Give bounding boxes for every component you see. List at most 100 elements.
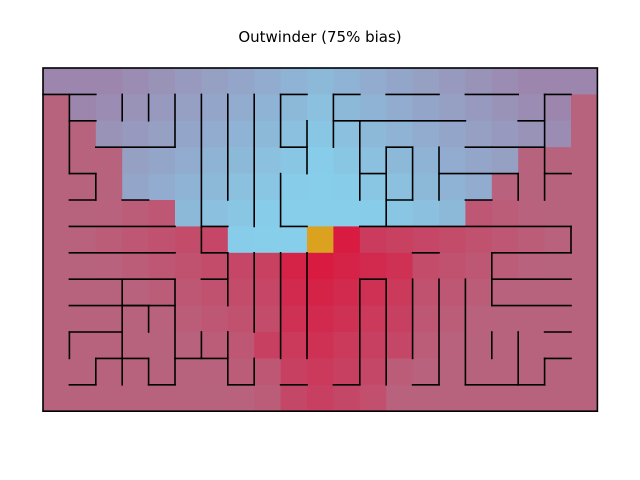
maze-cell xyxy=(465,68,493,95)
maze-border xyxy=(42,67,599,413)
maze-cell xyxy=(491,384,519,412)
maze-cell xyxy=(359,384,387,412)
maze-cell xyxy=(544,94,572,122)
maze-cell xyxy=(439,173,466,201)
maze-cell xyxy=(359,200,387,227)
maze-cell xyxy=(122,305,150,333)
maze-cell xyxy=(95,279,123,307)
maze-cell xyxy=(227,358,255,386)
maze-cell xyxy=(412,332,440,359)
maze-cell xyxy=(201,252,229,280)
maze-cell xyxy=(280,147,308,175)
maze-cell xyxy=(386,226,414,254)
maze-cell xyxy=(412,147,440,175)
maze-cell xyxy=(175,384,202,412)
maze-cell xyxy=(465,332,493,359)
maze-cell xyxy=(518,226,546,254)
maze-cell xyxy=(439,332,466,359)
maze-cell xyxy=(491,173,519,201)
maze-cell xyxy=(412,120,440,148)
maze-cell xyxy=(95,147,123,175)
maze-cell xyxy=(359,94,387,122)
maze-cell xyxy=(95,226,123,254)
maze-cell xyxy=(518,68,546,95)
maze-cell xyxy=(571,252,598,280)
maze-cell xyxy=(254,173,282,201)
maze-cell xyxy=(386,120,414,148)
maze-cell xyxy=(544,279,572,307)
maze-cell xyxy=(544,252,572,280)
maze-cell xyxy=(254,252,282,280)
maze-cell xyxy=(386,68,414,95)
maze-cell xyxy=(333,226,361,254)
maze-cell xyxy=(518,358,546,386)
maze-cell xyxy=(386,358,414,386)
chart-title: Outwinder (75% bias) xyxy=(238,28,402,46)
maze-cell xyxy=(439,279,466,307)
maze-cell xyxy=(43,147,70,175)
maze-cell xyxy=(439,68,466,95)
maze-cell xyxy=(307,200,334,227)
maze-cell xyxy=(122,120,150,148)
maze-cell xyxy=(333,173,361,201)
maze-cell xyxy=(69,120,97,148)
maze-cell xyxy=(122,226,150,254)
maze-cell xyxy=(359,358,387,386)
maze-cell xyxy=(280,305,308,333)
maze-cell xyxy=(333,147,361,175)
maze-cell xyxy=(175,120,202,148)
maze-cell xyxy=(412,305,440,333)
maze-cell xyxy=(386,200,414,227)
maze-cell xyxy=(518,279,546,307)
maze-cell xyxy=(122,279,150,307)
maze-cell xyxy=(333,305,361,333)
maze-cell xyxy=(175,68,202,95)
maze-cell xyxy=(465,384,493,412)
maze-cell xyxy=(544,68,572,95)
maze-cell xyxy=(307,226,334,254)
maze-cell xyxy=(518,94,546,122)
maze-cell xyxy=(307,173,334,201)
maze-cell xyxy=(122,94,150,122)
maze-cell xyxy=(43,94,70,122)
maze-cell xyxy=(227,200,255,227)
maze-cell xyxy=(201,384,229,412)
maze-cell xyxy=(571,147,598,175)
maze-cell xyxy=(333,252,361,280)
maze-cell xyxy=(518,384,546,412)
maze-cell xyxy=(43,173,70,201)
maze-cell xyxy=(95,94,123,122)
maze-cell xyxy=(148,173,176,201)
maze-cell xyxy=(254,305,282,333)
maze-cell xyxy=(359,252,387,280)
maze-cell xyxy=(544,226,572,254)
maze-cell xyxy=(95,384,123,412)
maze-cell xyxy=(491,252,519,280)
maze-cell xyxy=(95,305,123,333)
maze-cell xyxy=(122,358,150,386)
maze-cell xyxy=(69,384,97,412)
maze-cell xyxy=(43,226,70,254)
maze-cell xyxy=(227,252,255,280)
maze-cell xyxy=(386,279,414,307)
maze-cell xyxy=(544,332,572,359)
maze-cell xyxy=(227,68,255,95)
maze-cell xyxy=(386,305,414,333)
maze-cell xyxy=(518,200,546,227)
maze-cell xyxy=(491,94,519,122)
maze-cell xyxy=(254,384,282,412)
maze-cell xyxy=(333,332,361,359)
maze-cell xyxy=(491,305,519,333)
maze-cell xyxy=(69,358,97,386)
maze-cell xyxy=(227,384,255,412)
maze-cell xyxy=(439,147,466,175)
maze-cell xyxy=(465,305,493,333)
maze-cell xyxy=(201,68,229,95)
maze-cell xyxy=(333,384,361,412)
maze-cell xyxy=(201,200,229,227)
maze-cell xyxy=(254,332,282,359)
maze-cell xyxy=(254,200,282,227)
maze-cell xyxy=(122,68,150,95)
maze-cell xyxy=(201,120,229,148)
